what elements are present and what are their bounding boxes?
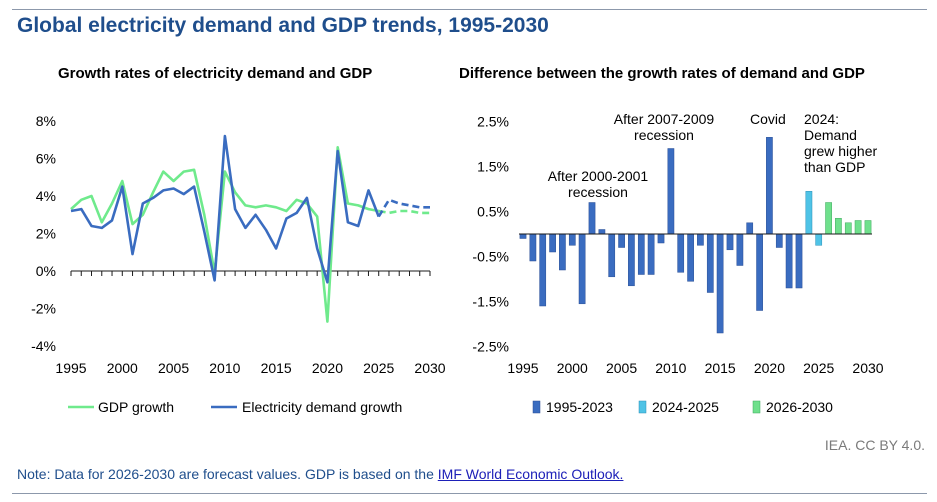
left-y-tick-label: -4%	[31, 338, 56, 354]
difference-bar	[854, 220, 862, 235]
difference-bar	[559, 233, 566, 271]
difference-bar	[598, 229, 606, 235]
annotation-text: recession	[634, 127, 694, 143]
difference-bar	[746, 222, 754, 235]
right-x-tick-label: 2015	[705, 360, 736, 376]
difference-bar	[844, 222, 852, 235]
difference-bar	[815, 233, 823, 246]
difference-bar	[835, 218, 842, 235]
difference-bar	[529, 233, 537, 262]
right-y-tick-label: -1.5%	[472, 294, 509, 310]
right-y-tick-label: 0.5%	[477, 204, 509, 220]
right-x-tick-label: 2025	[803, 360, 834, 376]
left-y-tick-label: 6%	[36, 151, 56, 167]
right-legend-label: 1995-2023	[546, 399, 613, 415]
right-y-tick-label: -2.5%	[472, 339, 509, 355]
left-legend-label: Electricity demand growth	[242, 399, 402, 415]
right-x-tick-label: 2005	[606, 360, 637, 376]
electricity-demand-growth-forecast-line	[377, 198, 430, 218]
left-x-tick-label: 2000	[107, 360, 138, 376]
left-y-tick-label: 4%	[36, 188, 56, 204]
difference-bar	[568, 233, 576, 246]
left-x-tick-label: 1995	[55, 360, 86, 376]
right-legend-swatch	[752, 400, 761, 414]
difference-bar	[628, 233, 635, 287]
annotation-text: grew higher	[804, 143, 877, 159]
difference-bar	[618, 233, 625, 248]
difference-bar	[578, 233, 586, 305]
gdp-growth-forecast-line	[378, 209, 430, 215]
bottom-rule	[12, 493, 927, 494]
left-x-tick-label: 2020	[312, 360, 343, 376]
difference-bar	[677, 233, 685, 273]
difference-bar	[775, 233, 783, 248]
left-legend-label: GDP growth	[98, 399, 174, 415]
credit-label: IEA. CC BY 4.0.	[824, 437, 925, 453]
difference-bar	[736, 233, 744, 266]
right-y-tick-label: -0.5%	[472, 249, 509, 265]
annotation-text: After 2007-2009	[614, 111, 715, 127]
difference-bar	[657, 233, 665, 244]
left-y-tick-label: 2%	[36, 226, 56, 242]
difference-bar	[539, 233, 547, 307]
imf-weo-link[interactable]: IMF World Economic Outlook.	[437, 466, 624, 482]
difference-bar	[726, 233, 734, 251]
left-x-tick-label: 2030	[414, 360, 445, 376]
figure-title: Global electricity demand and GDP trends…	[17, 14, 549, 37]
difference-bar	[795, 233, 803, 289]
difference-bar	[864, 220, 872, 235]
gdp-growth-line	[70, 146, 379, 323]
left-y-tick-label: -2%	[31, 301, 56, 317]
right-legend-swatch	[532, 400, 541, 414]
top-rule	[12, 9, 927, 10]
difference-bar	[549, 233, 556, 253]
annotation-text: than GDP	[804, 159, 865, 175]
difference-bar	[825, 202, 832, 235]
difference-bar	[588, 202, 596, 235]
left-x-tick-label: 2005	[158, 360, 189, 376]
right-chart-title: Difference between the growth rates of d…	[459, 65, 865, 82]
difference-bar	[805, 191, 813, 235]
difference-bar	[687, 233, 694, 282]
electricity-demand-growth-line	[70, 134, 380, 284]
difference-bar	[706, 233, 714, 293]
difference-bar	[637, 233, 645, 275]
annotation-text: Covid	[750, 111, 786, 127]
difference-bar	[647, 233, 655, 275]
difference-bar	[785, 233, 793, 289]
right-y-tick-label: 2.5%	[477, 114, 509, 130]
difference-bar	[608, 233, 616, 278]
annotation-text: Demand	[804, 127, 857, 143]
left-y-tick-label: 0%	[36, 263, 56, 279]
left-x-tick-label: 2025	[363, 360, 394, 376]
right-x-tick-label: 2010	[655, 360, 686, 376]
difference-bar	[697, 233, 704, 246]
right-x-tick-label: 2020	[754, 360, 785, 376]
right-legend-label: 2026-2030	[766, 399, 833, 415]
right-legend-label: 2024-2025	[652, 399, 719, 415]
left-y-tick-label: 8%	[36, 113, 56, 129]
left-chart-title: Growth rates of electricity demand and G…	[58, 65, 373, 82]
right-x-tick-label: 2000	[557, 360, 588, 376]
footnote-text: Note: Data for 2026-2030 are forecast va…	[17, 466, 438, 482]
difference-bar	[716, 233, 724, 334]
difference-bar	[766, 137, 773, 235]
left-x-tick-label: 2015	[261, 360, 292, 376]
footnote: Note: Data for 2026-2030 are forecast va…	[17, 466, 623, 482]
right-x-tick-label: 2030	[852, 360, 883, 376]
right-legend-swatch	[638, 400, 647, 414]
annotation-text: After 2000-2001	[548, 168, 649, 184]
left-x-tick-label: 2010	[209, 360, 240, 376]
right-y-tick-label: 1.5%	[477, 159, 509, 175]
difference-bar	[667, 148, 675, 235]
difference-bar	[519, 233, 527, 239]
right-x-tick-label: 1995	[507, 360, 538, 376]
annotation-text: 2024:	[804, 111, 839, 127]
difference-bar	[756, 233, 763, 311]
annotation-text: recession	[568, 184, 628, 200]
